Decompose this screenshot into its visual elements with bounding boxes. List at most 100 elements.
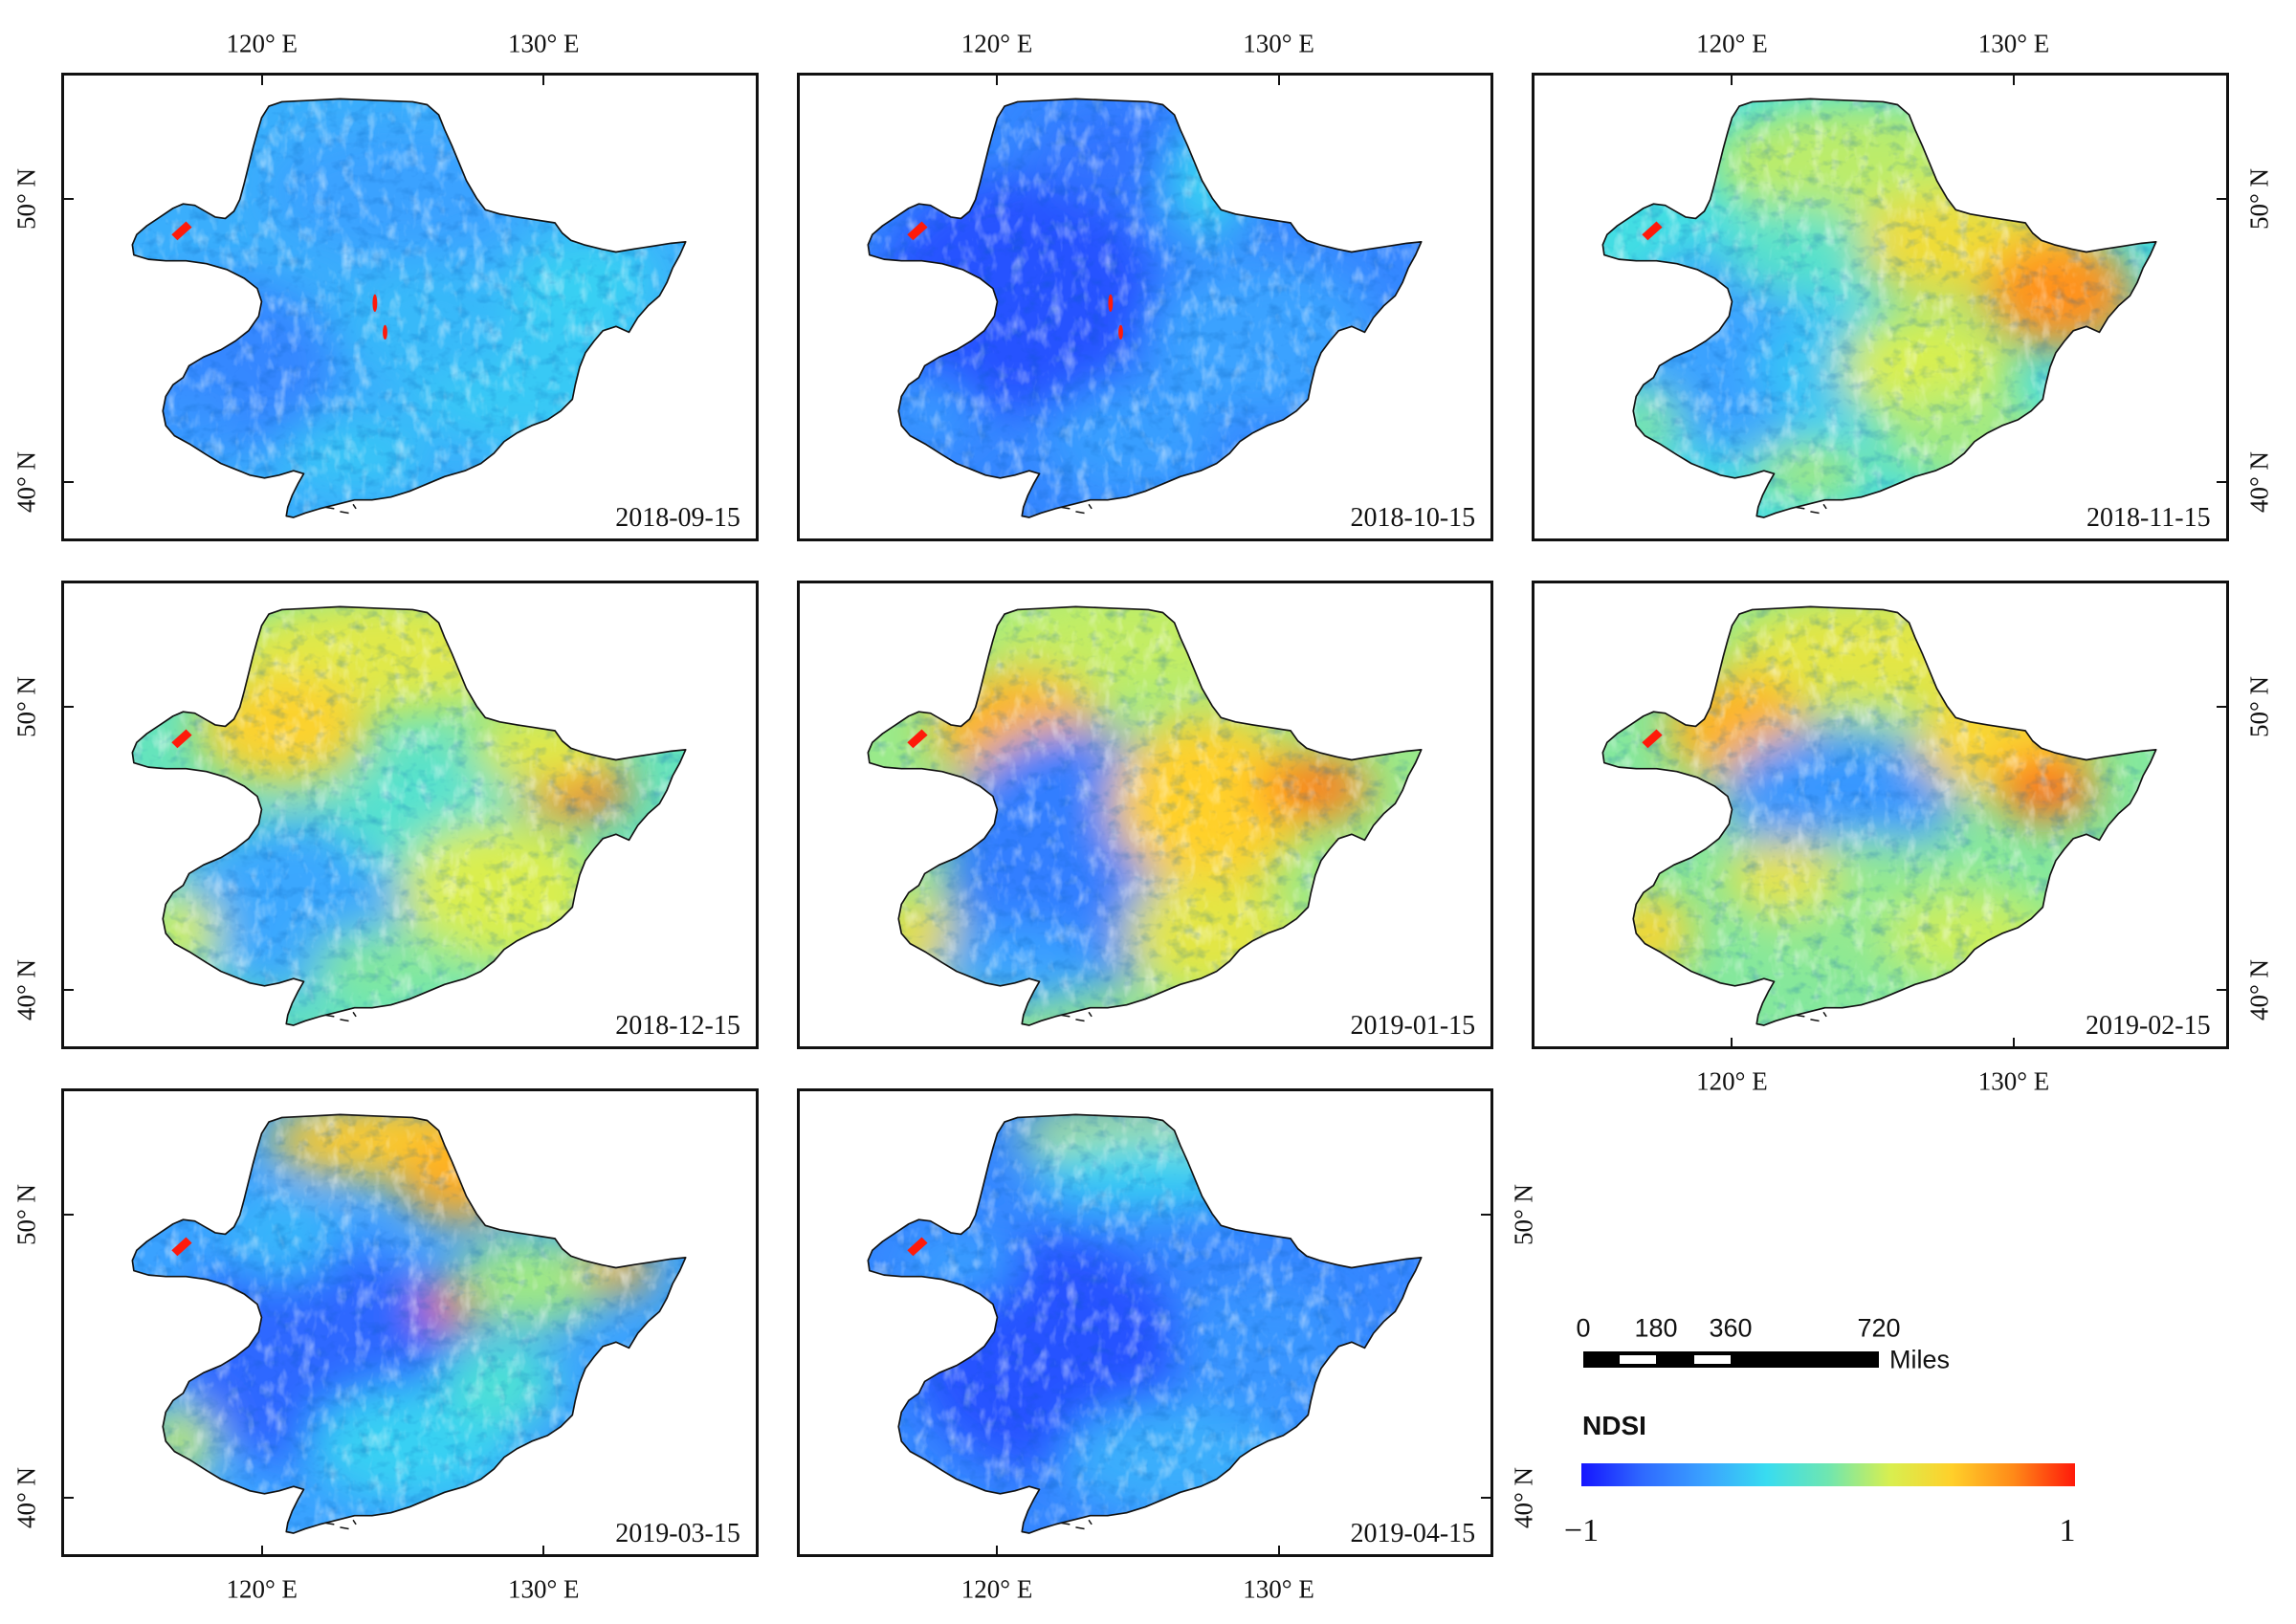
texture-dark bbox=[867, 605, 1422, 1025]
high-ndsi-spot bbox=[171, 729, 192, 748]
region-outline bbox=[131, 98, 687, 518]
ndsi-raster bbox=[132, 1113, 687, 1533]
longitude-label: 120° E bbox=[1696, 1066, 1768, 1095]
tick-mark bbox=[2012, 1037, 2015, 1047]
tick-mark bbox=[2216, 706, 2226, 709]
scale-tick-label: 720 bbox=[1857, 1313, 1901, 1343]
map-panel: 2019-02-15 bbox=[1532, 580, 2229, 1050]
latitude-label: 50° N bbox=[11, 676, 41, 738]
panel-date: 2018-12-15 bbox=[615, 1011, 740, 1042]
island bbox=[325, 1011, 358, 1021]
texture-dark bbox=[867, 98, 1422, 517]
tick-mark bbox=[64, 481, 75, 484]
island bbox=[1796, 1011, 1827, 1021]
scale-tick-label: 360 bbox=[1709, 1313, 1753, 1343]
ndsi-raster bbox=[867, 1113, 1422, 1533]
island bbox=[1060, 1519, 1093, 1529]
region-outline bbox=[1601, 98, 2157, 518]
island bbox=[1796, 503, 1827, 514]
ndsi-raster bbox=[132, 605, 687, 1025]
region-outline bbox=[867, 1113, 1423, 1534]
high-ndsi-spot bbox=[906, 221, 928, 240]
ndsi-map bbox=[1601, 605, 2157, 1026]
longitude-label: 130° E bbox=[1977, 29, 2050, 58]
panel-date: 2019-04-15 bbox=[1350, 1519, 1476, 1549]
high-ndsi-spot bbox=[171, 221, 192, 240]
panel-date: 2018-09-15 bbox=[615, 503, 740, 534]
map-panel: 2019-03-15 bbox=[61, 1087, 759, 1558]
tick-mark bbox=[64, 1497, 75, 1500]
ndsi-map bbox=[867, 605, 1423, 1026]
texture-dark bbox=[132, 1113, 687, 1533]
tick-mark bbox=[2012, 75, 2015, 85]
region-outline bbox=[867, 98, 1423, 518]
latitude-label: 50° N bbox=[2244, 168, 2274, 230]
high-ndsi-spot bbox=[383, 324, 388, 340]
legend-title: NDSI bbox=[1582, 1411, 1646, 1440]
texture-dark bbox=[132, 605, 687, 1025]
ndsi-raster bbox=[132, 98, 687, 517]
ndsi-map bbox=[867, 98, 1423, 518]
ndsi-raster bbox=[1602, 98, 2156, 517]
longitude-label: 120° E bbox=[960, 1574, 1033, 1603]
latitude-label: 50° N bbox=[1509, 1184, 1538, 1246]
ndsi-map bbox=[1601, 98, 2157, 518]
latitude-label: 40° N bbox=[2244, 959, 2274, 1021]
longitude-label: 130° E bbox=[507, 29, 580, 58]
texture-dark bbox=[1602, 98, 2156, 517]
latitude-label: 40° N bbox=[2244, 451, 2274, 514]
high-ndsi-spot bbox=[1642, 221, 1663, 240]
tick-mark bbox=[2216, 481, 2226, 484]
tick-mark bbox=[2216, 198, 2226, 201]
longitude-label: 120° E bbox=[226, 1574, 298, 1603]
island bbox=[325, 503, 358, 514]
scale-tick-label: 180 bbox=[1634, 1313, 1678, 1343]
high-ndsi-spot bbox=[1117, 324, 1123, 340]
latitude-label: 40° N bbox=[11, 451, 41, 514]
map-panel: 2019-01-15 bbox=[796, 580, 1494, 1050]
map-panel: 2019-04-15 bbox=[796, 1087, 1494, 1558]
map-panel: 2018-09-15 bbox=[61, 72, 759, 542]
tick-mark bbox=[1481, 1497, 1491, 1500]
panel-date: 2018-11-15 bbox=[2086, 503, 2211, 534]
ndsi-map bbox=[867, 1113, 1423, 1534]
longitude-label: 130° E bbox=[1977, 1066, 2050, 1095]
high-ndsi-spot bbox=[372, 294, 378, 312]
panel-date: 2018-10-15 bbox=[1350, 503, 1476, 534]
tick-mark bbox=[64, 706, 75, 709]
tick-mark bbox=[542, 1545, 545, 1555]
tick-mark bbox=[1277, 1545, 1280, 1555]
high-ndsi-spot bbox=[1108, 294, 1113, 312]
tick-mark bbox=[996, 75, 999, 85]
tick-mark bbox=[1731, 1037, 1733, 1047]
island bbox=[1060, 503, 1093, 514]
longitude-label: 130° E bbox=[1243, 1574, 1314, 1603]
tick-mark bbox=[260, 1545, 263, 1555]
panel-date: 2019-03-15 bbox=[615, 1519, 740, 1549]
map-panel: 2018-12-15 bbox=[61, 580, 759, 1050]
longitude-label: 130° E bbox=[1243, 29, 1314, 58]
ndsi-raster bbox=[867, 98, 1422, 517]
ndsi-map bbox=[131, 98, 687, 518]
region-outline bbox=[131, 605, 687, 1026]
latitude-label: 50° N bbox=[11, 1184, 41, 1246]
tick-mark bbox=[996, 1545, 999, 1555]
colorbar-max-label: 1 bbox=[2059, 1513, 2076, 1548]
scale-tick-label: 0 bbox=[1576, 1313, 1591, 1343]
ndsi-map bbox=[131, 605, 687, 1026]
high-ndsi-spot bbox=[906, 729, 928, 748]
longitude-label: 120° E bbox=[226, 29, 298, 58]
map-panel: 2018-10-15 bbox=[796, 72, 1494, 542]
latitude-label: 50° N bbox=[11, 168, 41, 230]
high-ndsi-spot bbox=[1642, 729, 1663, 748]
longitude-label: 130° E bbox=[507, 1574, 580, 1603]
ndsi-raster bbox=[867, 605, 1422, 1025]
texture-dark bbox=[867, 1113, 1422, 1533]
latitude-label: 50° N bbox=[2244, 676, 2274, 738]
scale-bar-segment bbox=[1694, 1355, 1731, 1364]
texture-dark bbox=[1602, 605, 2156, 1025]
panel-date: 2019-02-15 bbox=[2085, 1011, 2211, 1042]
island bbox=[1060, 1011, 1093, 1021]
region-outline bbox=[867, 605, 1423, 1026]
